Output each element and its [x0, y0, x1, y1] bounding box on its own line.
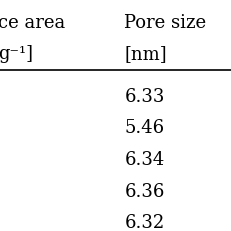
- Text: 6.36: 6.36: [125, 183, 165, 201]
- Text: 6.33: 6.33: [125, 88, 165, 106]
- Text: ce area: ce area: [0, 14, 65, 32]
- Text: [nm]: [nm]: [125, 45, 167, 63]
- Text: 6.34: 6.34: [125, 151, 165, 169]
- Text: g⁻¹]: g⁻¹]: [0, 45, 33, 63]
- Text: 6.32: 6.32: [125, 214, 165, 231]
- Text: 5.46: 5.46: [125, 119, 164, 137]
- Text: Pore size: Pore size: [125, 14, 207, 32]
